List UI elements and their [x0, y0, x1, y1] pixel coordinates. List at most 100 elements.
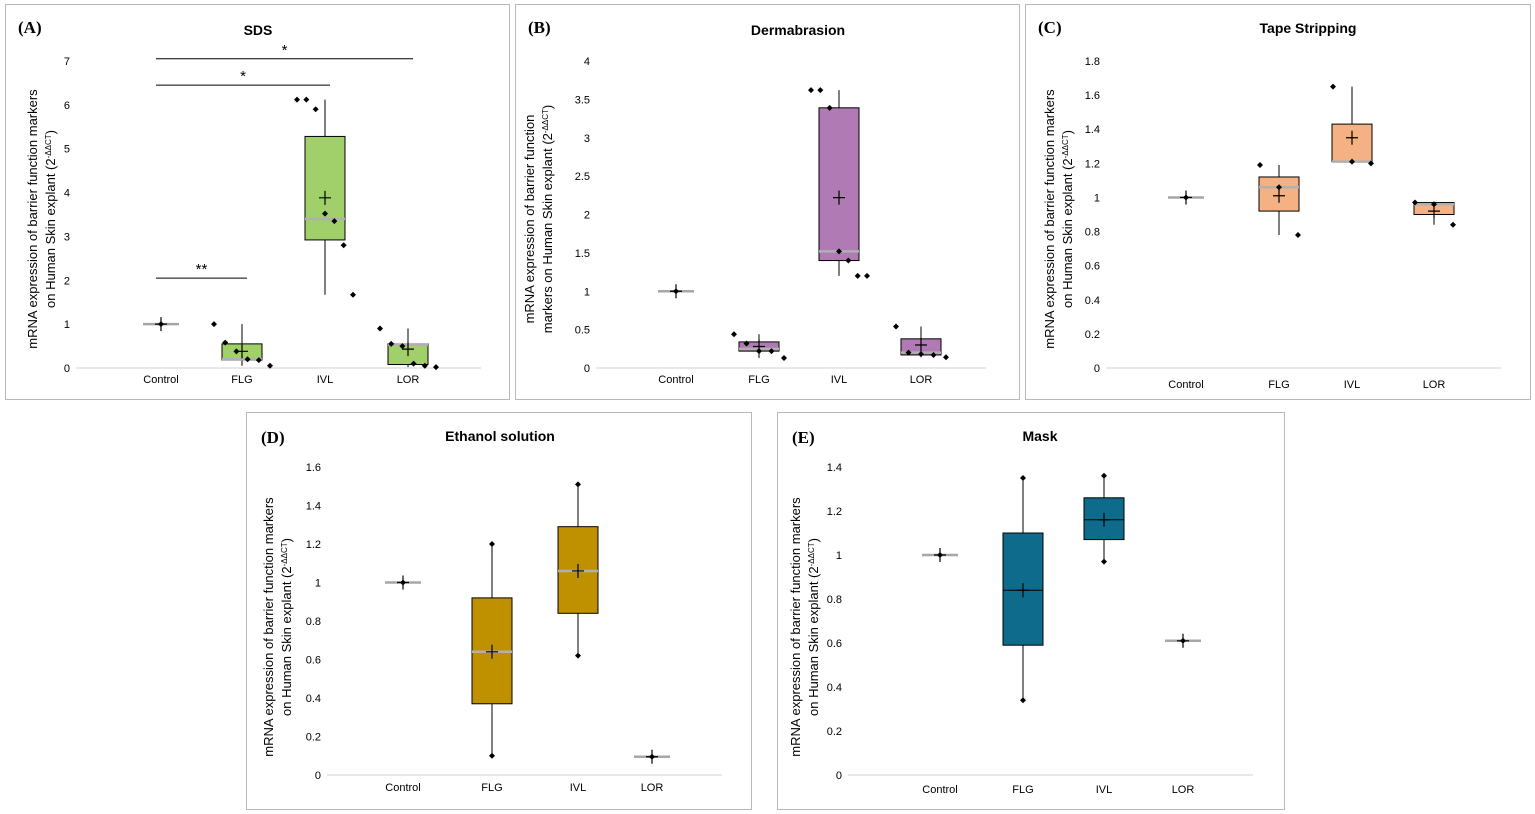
- data-point: [826, 104, 833, 111]
- y-axis-label-line2: markers on Human Skin explant (2-ΔΔCT): [540, 105, 555, 334]
- y-tick-label: 7: [64, 56, 70, 68]
- y-tick-label: 5: [64, 144, 70, 156]
- data-point: [1412, 199, 1418, 206]
- mean-marker: [753, 339, 765, 354]
- y-tick-label: 0: [315, 770, 321, 782]
- mean-marker: [155, 317, 167, 332]
- box-ivl: [818, 107, 860, 262]
- data-point: [312, 106, 319, 113]
- mean-marker: [1177, 633, 1189, 648]
- data-point: [489, 541, 495, 547]
- significance-label: *: [282, 42, 288, 59]
- data-point: [930, 351, 937, 358]
- y-tick-label: 0.2: [827, 726, 842, 738]
- y-tick-label: 0.6: [827, 638, 842, 650]
- plot-area: 0 0.2 0.4 0.6 0.8 1 1.2 1.4 1.6 Control FLG IVL LOR: [306, 462, 722, 794]
- panel-label: (B): [528, 18, 551, 37]
- y-tick-label: 1: [584, 286, 590, 298]
- chart-title: SDS: [244, 22, 273, 38]
- x-tick-label: LOR: [1423, 379, 1446, 391]
- x-tick-label: FLG: [748, 374, 769, 386]
- y-axis-label-line2: on Human Skin explant (2-ΔΔCT): [279, 538, 294, 716]
- y-tick-label: 4: [64, 188, 70, 200]
- x-tick-label: LOR: [641, 782, 664, 794]
- y-tick-label: 2: [584, 210, 590, 222]
- significance-label: **: [196, 261, 208, 278]
- chart-title: Dermabrasion: [751, 22, 845, 38]
- panel-e: (E) Mask mRNA expression of barrier func…: [777, 412, 1285, 810]
- chart-title: Ethanol solution: [445, 428, 555, 444]
- mean-marker: [397, 575, 409, 590]
- y-tick-label: 3: [584, 133, 590, 145]
- data-point: [350, 291, 356, 298]
- data-point: [768, 348, 775, 355]
- panel-label: (A): [18, 18, 42, 37]
- panel-label: (E): [792, 428, 815, 447]
- y-tick-label: 1: [315, 578, 321, 590]
- y-tick-label: 0.4: [827, 682, 842, 694]
- mean-marker: [572, 563, 584, 578]
- chart-d: (D) Ethanol solution mRNA expression of …: [261, 428, 722, 794]
- data-point: [388, 340, 395, 347]
- x-tick-label: FLG: [481, 782, 502, 794]
- y-tick-label: 0: [64, 363, 70, 375]
- data-point: [267, 362, 273, 369]
- panel-a: (A) SDS mRNA expression of barrier funct…: [5, 4, 510, 400]
- y-tick-label: 0: [584, 363, 590, 375]
- data-point: [331, 218, 338, 225]
- y-tick-label: 0.4: [1085, 295, 1100, 307]
- y-tick-label: 2: [64, 275, 70, 287]
- data-point: [340, 242, 347, 249]
- mean-marker: [1273, 188, 1285, 203]
- data-point: [893, 323, 899, 330]
- x-tick-label: IVL: [1344, 379, 1361, 391]
- data-point: [1020, 475, 1026, 481]
- data-point: [817, 87, 824, 94]
- y-tick-label: 1.5: [575, 248, 590, 260]
- mean-marker: [1180, 190, 1192, 205]
- x-tick-label: FLG: [1268, 379, 1289, 391]
- x-tick-label: FLG: [1012, 784, 1033, 796]
- mean-marker: [670, 284, 682, 299]
- x-tick-label: IVL: [831, 374, 848, 386]
- y-tick-label: 3.5: [575, 94, 590, 106]
- x-tick-label: IVL: [317, 374, 334, 386]
- data-point: [808, 87, 814, 94]
- data-point: [399, 343, 406, 350]
- plot-area: 0 0.5 1 1.5 2 2.5 3 3.5 4 Control FLG IVL LOR: [575, 56, 986, 386]
- y-tick-label: 1.4: [827, 462, 842, 474]
- plot-area: 0 0.2 0.4 0.6 0.8 1 1.2 1.4 1.6 1.8 Control FLG IVL L…: [1085, 56, 1501, 391]
- data-point: [1450, 221, 1456, 228]
- y-axis-label: mRNA expression of barrier function mark…: [25, 89, 40, 349]
- y-tick-label: 0.5: [575, 325, 590, 337]
- data-point: [211, 321, 217, 328]
- x-tick-label: IVL: [570, 782, 587, 794]
- data-point: [1368, 160, 1374, 167]
- data-point: [864, 272, 870, 279]
- y-tick-label: 0.4: [306, 693, 321, 705]
- y-tick-label: 0: [836, 770, 842, 782]
- y-tick-label: 0.6: [306, 655, 321, 667]
- x-tick-label: LOR: [910, 374, 933, 386]
- x-tick-label: Control: [922, 784, 957, 796]
- y-tick-label: 0.6: [1085, 261, 1100, 273]
- data-point: [1257, 162, 1263, 169]
- mean-marker: [1346, 130, 1358, 145]
- y-tick-label: 2.5: [575, 171, 590, 183]
- data-point: [1295, 231, 1301, 238]
- chart-c: (C) Tape Stripping mRNA expression of ba…: [1038, 18, 1501, 391]
- data-point: [1330, 83, 1336, 90]
- x-tick-label: Control: [658, 374, 693, 386]
- mean-marker: [319, 190, 331, 205]
- data-point: [575, 481, 581, 488]
- x-tick-label: Control: [143, 374, 178, 386]
- y-tick-label: 3: [64, 231, 70, 243]
- y-tick-label: 1.2: [827, 506, 842, 518]
- chart-a: (A) SDS mRNA expression of barrier funct…: [18, 18, 481, 386]
- data-point: [322, 210, 328, 217]
- y-tick-label: 1.4: [1085, 124, 1100, 136]
- plot-area: 0 0.2 0.4 0.6 0.8 1 1.2 1.4 Control FLG IVL LOR: [827, 462, 1253, 796]
- y-tick-label: 0.2: [1085, 329, 1100, 341]
- y-tick-label: 0.2: [306, 732, 321, 744]
